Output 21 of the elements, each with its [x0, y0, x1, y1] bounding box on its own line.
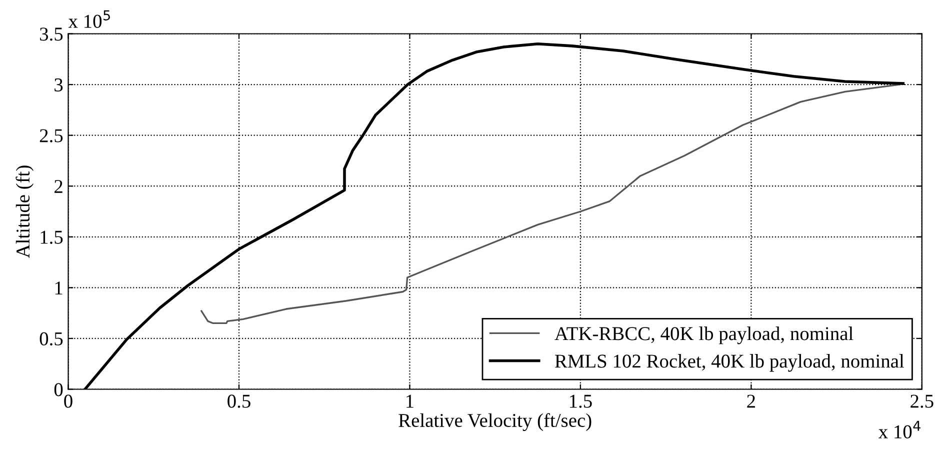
x-tick-label: 2.5 — [910, 394, 934, 408]
x-tick-label: 2 — [747, 394, 755, 408]
x-axis-title: Relative Velocity (ft/sec) — [398, 413, 592, 432]
x-tick-label: 0 — [64, 394, 72, 408]
y-tick-label: 1.5 — [40, 230, 63, 244]
x-tick-label: 1 — [406, 394, 414, 408]
y-tick-label: 2.5 — [40, 129, 63, 142]
y-axis-title: Altitude (ft) — [16, 166, 34, 258]
y-tick-label: 1 — [55, 282, 62, 294]
legend-label: RMLS 102 Rocket, 40K lb payload, nominal — [554, 354, 904, 372]
y-tick-label: 0.5 — [40, 332, 63, 346]
x-tick-label: 1.5 — [570, 394, 592, 408]
legend-label: ATK-RBCC, 40K lb payload, nominal — [554, 326, 854, 344]
text: x 10$^{5}$ — [68, 10, 110, 28]
y-tick-label: 0 — [54, 383, 63, 396]
line-series — [200, 84, 901, 324]
y-tick-label: 3 — [54, 78, 63, 92]
x-tick-label: 0.5 — [228, 394, 250, 408]
y-tick-label: 3.5 — [40, 28, 63, 41]
text: x 10$^{4}$ — [878, 420, 920, 438]
y-tick-label: 2 — [54, 180, 62, 193]
